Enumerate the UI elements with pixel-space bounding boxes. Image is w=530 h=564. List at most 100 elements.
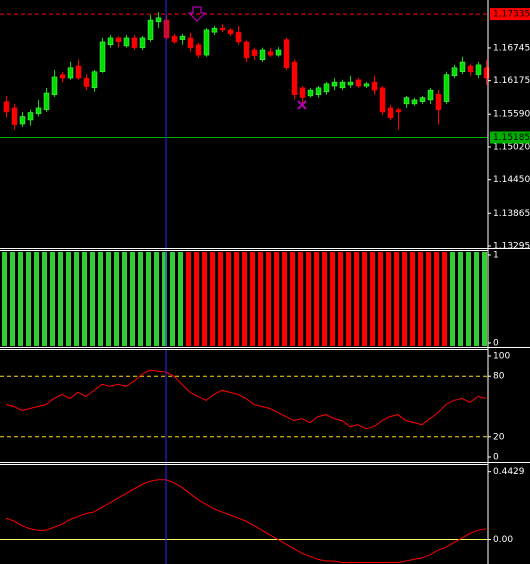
candle-body [459,61,466,73]
candle-body [419,97,426,102]
y-tick-label: 0.00 [493,535,513,545]
bar [210,252,215,346]
candle-body [59,74,66,79]
y-tick-label: 1.13865 [493,209,530,219]
indicator-line [5,479,487,563]
y-tick-label: 0 [493,339,499,349]
y-tick-label: 0 [493,453,499,463]
y-tick-label: 1.14450 [493,175,530,185]
bar [242,252,247,346]
bar [314,252,319,346]
candle-body [19,116,26,125]
indicator-line [5,369,487,430]
bar [226,252,231,346]
bar [130,252,135,346]
level-label: 1.15185 [493,133,530,143]
bar [170,252,175,346]
candle-body [51,76,58,95]
candle-body [483,67,490,79]
candle-body [3,101,10,113]
candle-body [395,109,402,113]
bar [202,252,207,346]
bar [322,252,327,346]
candle-body [243,41,250,59]
bar [458,252,463,346]
candle-body [307,89,314,97]
candle-body [379,87,386,113]
level-label-box [490,131,530,144]
bar [250,252,255,346]
candle-body [387,107,394,118]
candle-body [275,49,282,56]
candle-body [331,81,338,87]
candle-body [251,49,258,56]
bar [306,252,311,346]
bar [58,252,63,346]
plot-layer: 1.16745 1.16175 1.15590 1.15020 1.14450 1.138… [0,8,530,563]
candle-body [403,97,410,105]
bar [50,252,55,346]
y-tick-label: 80 [493,372,505,382]
bar [66,252,71,346]
bar [218,252,223,346]
y-tick-label: 1.16745 [493,43,530,53]
bar [274,252,279,346]
y-tick-label: 100 [493,352,510,362]
bar [354,252,359,346]
bar [434,252,439,346]
candle-body [11,107,18,125]
candle-body [179,35,186,40]
y-tick-label: 20 [493,432,505,442]
bar [450,252,455,346]
candle-body [219,27,226,31]
candle-body [131,37,138,48]
y-tick-label: 1 [493,251,499,261]
candle-body [211,27,218,33]
candle-body [147,19,154,40]
candle-body [139,37,146,48]
bar [114,252,119,346]
candle-body [347,81,354,86]
bar [298,252,303,346]
candle-body [259,49,266,60]
candle-body [291,61,298,95]
candle-body [451,67,458,77]
bar [378,252,383,346]
arrow-marker [187,6,207,22]
bar [90,252,95,346]
bar [290,252,295,346]
bar [346,252,351,346]
bar [234,252,239,346]
candle-body [155,17,162,23]
candle-body [363,83,370,87]
candle-body [187,37,194,48]
bar [2,252,7,346]
candle-body [315,87,322,95]
y-tick-label: 0.4429 [493,467,525,477]
cross-marker [297,100,307,110]
y-tick-label: 1.15020 [493,142,530,152]
bar [394,252,399,346]
y-tick-label: 1.16175 [493,76,530,86]
candle-body [443,74,450,102]
bar [82,252,87,346]
y-tick-label: 1.13295 [493,241,530,251]
candle-body [235,31,242,43]
bar [186,252,191,346]
bar [266,252,271,346]
bar [426,252,431,346]
bar [162,252,167,346]
candle-body [203,29,210,56]
bar [258,252,263,346]
bar [26,252,31,346]
level-label: 1.17335 [493,10,530,20]
candle-body [435,93,442,110]
bar [146,252,151,346]
bar [466,252,471,346]
bar [34,252,39,346]
bar [194,252,199,346]
bar [474,252,479,346]
bar [42,252,47,346]
